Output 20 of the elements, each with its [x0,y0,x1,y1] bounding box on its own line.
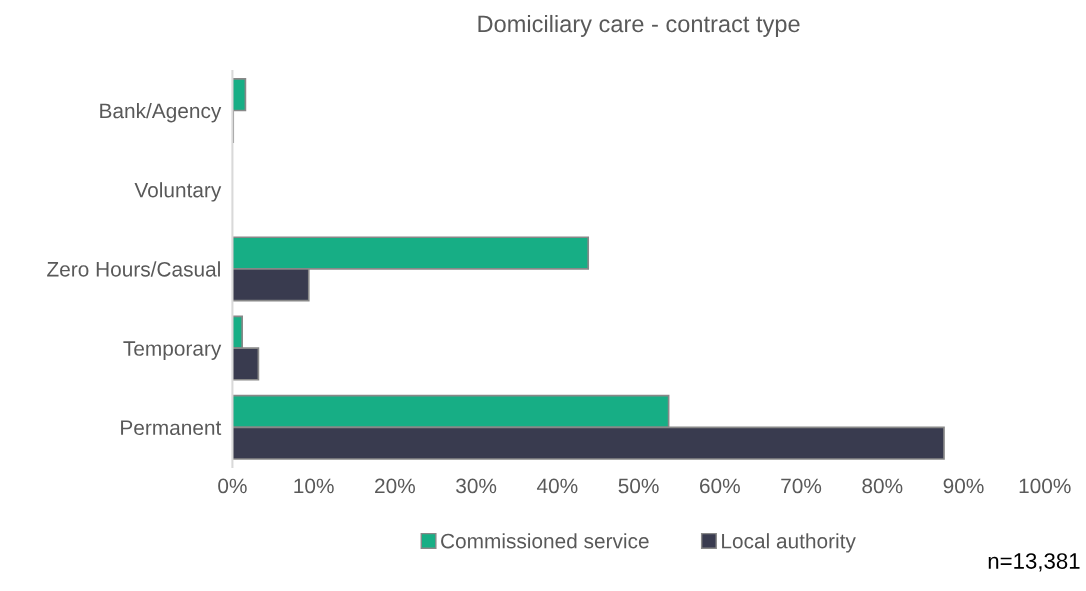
x-tick-label: 40% [536,478,578,494]
x-tick-label: 0% [218,478,247,494]
x-tick-label: 50% [618,478,659,494]
y-tick-label: Voluntary [134,182,222,202]
text: n=13,381 [988,553,1080,572]
y-tick-label: Permanent [121,420,222,436]
y-tick-label: Zero Hours/Casual [47,261,220,277]
x-tick-label: 100% [1019,478,1071,494]
legend-label: Commissioned service [441,533,649,549]
x-tick-label: 80% [862,478,903,494]
x-tick-label: 90% [943,478,984,494]
y-tick-label: Bank/Agency [100,102,222,123]
x-tick-label: 20% [375,478,415,494]
x-tick-label: 10% [294,478,334,494]
chart-title: Domiciliary care - contract type [478,14,800,37]
x-tick-label: 70% [781,478,822,494]
x-tick-label: 60% [700,478,740,494]
x-tick-label: 30% [456,478,497,494]
legend-label: Local authority [722,533,856,553]
y-tick-label: Temporary [123,341,222,360]
